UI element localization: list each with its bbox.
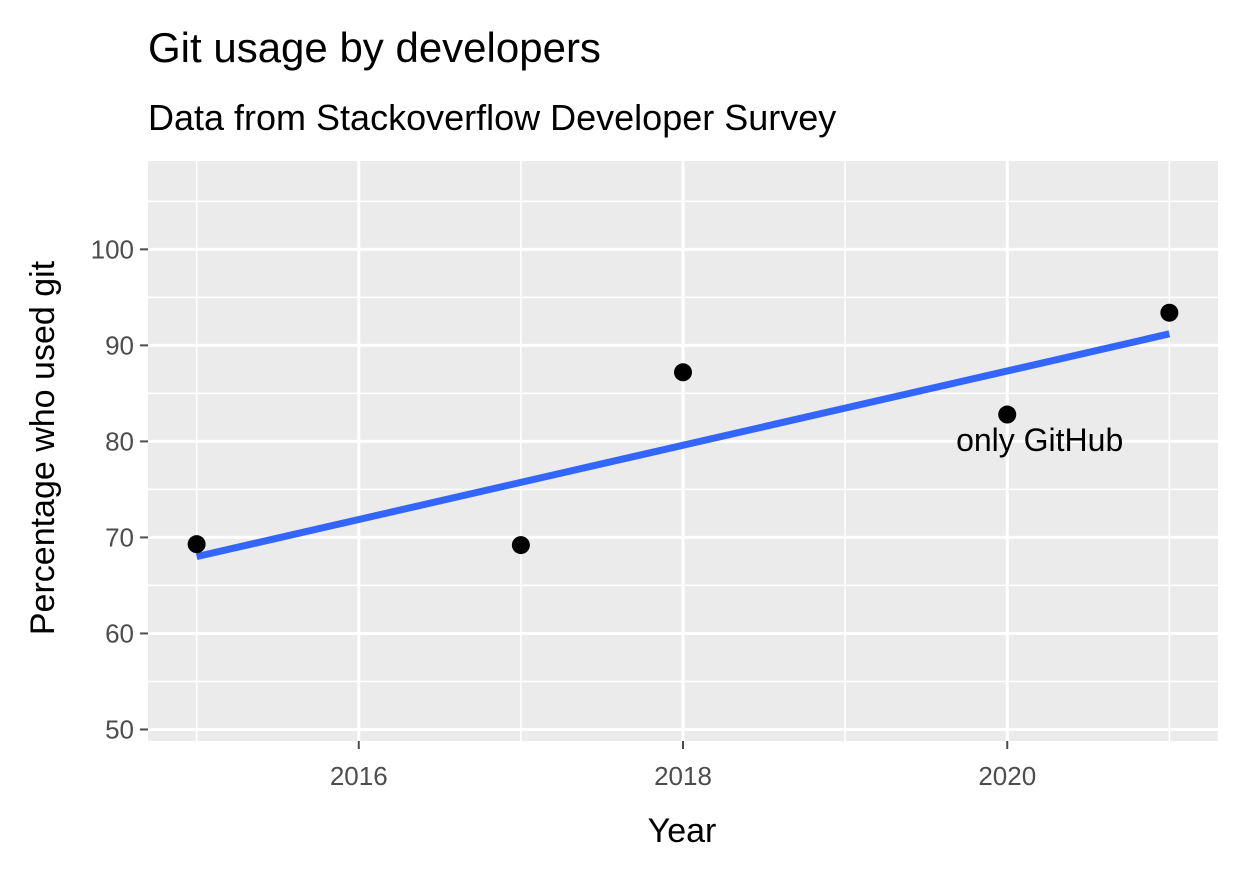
data-point — [511, 536, 530, 555]
x-tick-label: 2018 — [654, 761, 712, 791]
chart-title: Git usage by developers — [148, 24, 601, 71]
trend-group — [195, 330, 1171, 561]
annotation-label: only GitHub — [956, 422, 1123, 458]
chart-subtitle: Data from Stackoverflow Developer Survey — [148, 97, 836, 138]
y-tick-label: 90 — [105, 330, 134, 360]
y-axis-title: Percentage who used git — [24, 260, 62, 635]
x-tick-label: 2020 — [978, 761, 1036, 791]
x-axis-title: Year — [648, 812, 717, 850]
y-tick-label: 60 — [105, 618, 134, 648]
data-point — [187, 535, 206, 554]
y-tick-label: 80 — [105, 426, 134, 456]
grid-major — [148, 161, 1218, 741]
y-axis: 50 60 70 80 90 100 — [91, 234, 148, 744]
x-tick-label: 2016 — [330, 761, 388, 791]
y-tick-label: 70 — [105, 522, 134, 552]
annotations-group: only GitHub — [956, 422, 1123, 458]
y-tick-label: 100 — [91, 234, 134, 264]
data-point — [998, 405, 1017, 424]
data-point — [674, 363, 692, 382]
points-group — [187, 303, 1179, 555]
x-axis: 2016 2018 2020 — [330, 741, 1036, 791]
trend-line — [195, 330, 1171, 561]
y-tick-label: 50 — [105, 714, 134, 744]
data-point — [1160, 303, 1179, 322]
